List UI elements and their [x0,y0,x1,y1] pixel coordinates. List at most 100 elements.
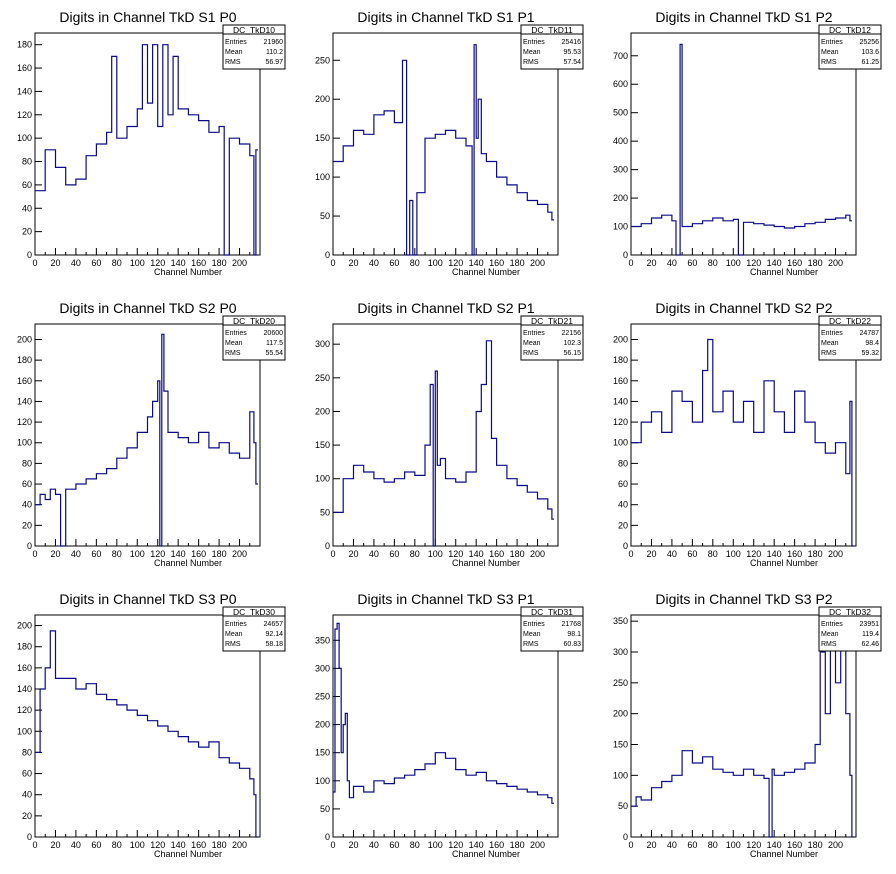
x-tick-label: 160 [489,840,504,850]
x-axis-label: Channel Number [452,849,520,859]
x-tick-label: 140 [469,549,484,559]
x-tick-label: 200 [828,549,843,559]
y-tick-label: 180 [17,355,32,365]
stats-name: DC_TkD20 [233,316,275,326]
y-tick-label: 200 [315,720,330,730]
x-tick-label: 60 [91,840,101,850]
stats-entries-value: 21960 [264,39,284,46]
stats-mean-label: Mean [225,49,243,56]
y-zero-label: 0 [325,250,330,260]
stats-rms-value: 60.83 [563,641,581,648]
histogram-line [631,43,852,256]
x-tick-label: 160 [787,840,802,850]
y-tick-label: 140 [17,86,32,96]
y-tick-label: 250 [315,691,330,701]
y-tick-label: 20 [22,227,32,237]
x-tick-label: 120 [150,258,165,268]
y-tick-label: 120 [17,110,32,120]
x-tick-label: 60 [91,258,101,268]
x-tick-label: 160 [489,258,504,268]
y-tick-label: 80 [22,458,32,468]
y-tick-label: 300 [613,647,628,657]
x-tick-label: 80 [112,258,122,268]
histogram-line [333,622,554,804]
y-zero-label: 0 [27,250,32,260]
stats-entries-value: 23951 [860,621,880,628]
x-tick-label: 160 [191,840,206,850]
histogram-panel: Digits in Channel TkD S1 P1 0 20 40 60 80 100 1… [315,9,584,277]
y-tick-label: 300 [315,663,330,673]
stats-entries-value: 22156 [562,330,582,337]
x-axis-label: Channel Number [750,267,818,277]
y-tick-label: 500 [613,108,628,118]
stats-rms-label: RMS [225,59,241,66]
x-tick-label: 80 [410,549,420,559]
stats-box [520,24,584,70]
x-axis-label: Channel Number [750,558,818,568]
y-tick-label: 100 [613,438,628,448]
y-tick-label: 160 [17,663,32,673]
y-tick-label: 200 [315,406,330,416]
x-tick-label: 60 [687,258,697,268]
histogram-panel: Digits in Channel TkD S2 P2 0 20 40 60 80 100 1… [613,300,882,568]
x-tick-label: 20 [50,549,60,559]
stats-name: DC_TkD21 [531,316,573,326]
x-tick-label: 200 [828,258,843,268]
x-tick-label: 80 [112,840,122,850]
x-tick-label: 140 [171,840,186,850]
chart-title: Digits in Channel TkD S3 P0 [59,591,236,607]
x-tick-label: 40 [369,549,379,559]
y-tick-label: 250 [315,55,330,65]
stats-rms-label: RMS [821,59,837,66]
x-tick-label: 100 [428,840,443,850]
y-tick-label: 200 [17,621,32,631]
histogram-panel: Digits in Channel TkD S1 P2 0 20 40 60 80 100 1… [613,9,882,277]
x-tick-label: 40 [71,840,81,850]
stats-box [818,24,882,70]
x-tick-label: 180 [808,549,823,559]
x-tick-label: 80 [708,258,718,268]
stats-mean-value: 98.4 [865,340,879,347]
histogram-line [631,620,854,838]
stats-name: DC_TkD31 [531,607,573,617]
stats-rms-label: RMS [225,350,241,357]
histogram-line [631,338,854,547]
x-tick-label: 140 [767,258,782,268]
x-tick-label: 0 [32,840,37,850]
histogram-panel: Digits in Channel TkD S2 P0 0 20 40 60 80 100 1… [17,300,286,568]
stats-rms-label: RMS [523,350,539,357]
stats-rms-value: 59.32 [861,350,879,357]
y-tick-label: 120 [613,417,628,427]
y-tick-label: 80 [22,157,32,167]
y-tick-label: 50 [320,507,330,517]
y-tick-label: 80 [618,458,628,468]
x-tick-label: 100 [428,549,443,559]
x-axis-label: Channel Number [154,267,222,277]
x-tick-label: 100 [130,258,145,268]
x-tick-label: 140 [469,258,484,268]
y-tick-label: 200 [315,94,330,104]
x-tick-label: 80 [708,840,718,850]
stats-entries-label: Entries [523,39,545,46]
x-tick-label: 200 [232,549,247,559]
y-tick-label: 20 [22,811,32,821]
y-tick-label: 300 [315,339,330,349]
stats-rms-value: 56.97 [265,59,283,66]
y-tick-label: 100 [17,133,32,143]
y-tick-label: 60 [22,769,32,779]
x-tick-label: 80 [410,840,420,850]
chart-title: Digits in Channel TkD S3 P2 [655,591,832,607]
y-tick-label: 700 [613,51,628,61]
x-tick-label: 20 [50,840,60,850]
stats-name: DC_TkD11 [531,25,573,35]
x-tick-label: 180 [212,840,227,850]
stats-mean-label: Mean [821,49,839,56]
stats-entries-label: Entries [821,621,843,628]
x-tick-label: 100 [726,258,741,268]
y-zero-label: 0 [623,832,628,842]
stats-mean-label: Mean [225,340,243,347]
stats-mean-label: Mean [523,631,541,638]
x-tick-label: 20 [348,549,358,559]
y-tick-label: 60 [22,479,32,489]
histogram-line [35,333,258,547]
